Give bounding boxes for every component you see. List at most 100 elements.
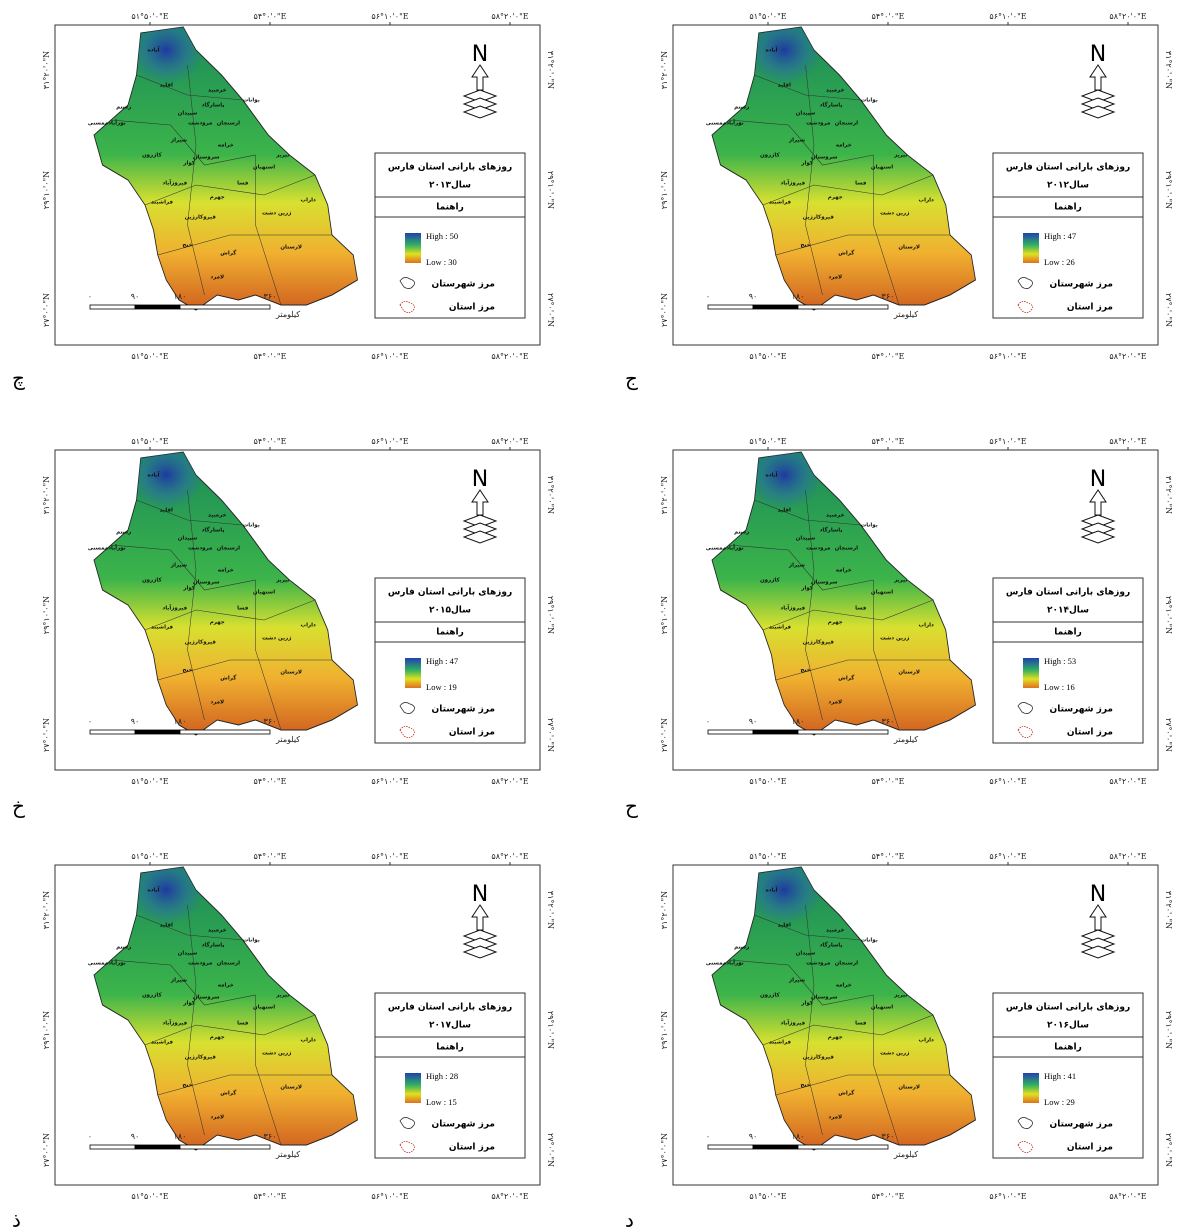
lat-label: ۳۱°۲۰'۰"N bbox=[42, 51, 51, 89]
county-label: نیریز bbox=[893, 993, 907, 999]
district-border bbox=[110, 119, 256, 166]
county-label: ارسنجان bbox=[835, 546, 859, 552]
lon-label: ۵۶°۱۰'۰"E bbox=[989, 352, 1026, 361]
district-border-label: مرز شهرستان bbox=[1050, 1120, 1113, 1130]
lon-label: ۵۱°۵۰'۰"E bbox=[131, 12, 168, 21]
scale-bar bbox=[89, 304, 136, 310]
county-label: فسا bbox=[855, 606, 867, 612]
lon-label: ۵۶°۱۰'۰"E bbox=[371, 352, 408, 361]
county-label: اقلید bbox=[160, 508, 173, 514]
legend-high: High : 47 bbox=[1044, 231, 1076, 241]
province-icon bbox=[1017, 301, 1033, 313]
district-border bbox=[754, 914, 861, 941]
district-border bbox=[255, 995, 282, 1146]
county-label: جهرم bbox=[210, 1035, 225, 1041]
county-label: سروستان bbox=[193, 155, 220, 161]
scale-label: ۰ bbox=[88, 292, 92, 301]
lat-label: ۳۱°۲۰'۰"N bbox=[660, 476, 669, 514]
county-label: اقلید bbox=[778, 923, 791, 929]
lon-label: ۵۶°۱۰'۰"E bbox=[371, 777, 408, 786]
county-label: خرمبید bbox=[826, 928, 844, 934]
district-border bbox=[144, 174, 316, 206]
county-label: آباده bbox=[765, 886, 777, 894]
county-label: لارستان bbox=[898, 670, 920, 676]
lon-label: ۵۸°۲۰'۰"E bbox=[1109, 437, 1146, 446]
county-label: پاسارگاد bbox=[202, 942, 225, 949]
county-label: داراب bbox=[301, 1038, 316, 1044]
scale-bar bbox=[752, 304, 799, 310]
county-label: خرمبید bbox=[208, 928, 226, 934]
scale-label: ۰ bbox=[88, 717, 92, 726]
county-label: رستم bbox=[734, 945, 749, 951]
county-label: نورآبادممسنی bbox=[88, 959, 126, 967]
legend-title: روزهای بارانی استان فارس bbox=[1006, 1003, 1130, 1013]
legend-low: Low : 26 bbox=[1044, 257, 1075, 267]
county-label: بوانات bbox=[861, 98, 878, 104]
scale-label: ۰ bbox=[706, 1132, 710, 1141]
county-label: اقلید bbox=[160, 83, 173, 89]
lon-label: ۵۸°۲۰'۰"E bbox=[491, 12, 528, 21]
scale-unit: کیلومتر bbox=[893, 310, 918, 319]
county-label: قیروکارزین bbox=[803, 214, 835, 221]
legend-year: سال۲۰۱۷ bbox=[429, 1021, 471, 1031]
lon-label: ۵۴°۰'۰"E bbox=[872, 1192, 905, 1201]
legend-ramp bbox=[405, 233, 421, 263]
county-label: کازرون bbox=[142, 992, 163, 999]
legend-title: روزهای بارانی استان فارس bbox=[388, 163, 512, 173]
map-panel: ۵۱°۵۰'۰"E ۵۱°۵۰'۰"E ۵۴°۰'۰"E ۵۴°۰'۰"E ۵۶°۱۰'… bbox=[660, 437, 1173, 786]
district-border bbox=[775, 234, 951, 256]
panel-letter: ح bbox=[625, 794, 638, 818]
scale-bar bbox=[707, 304, 754, 310]
county-label: خرامه bbox=[218, 143, 234, 149]
legend-low: Low : 30 bbox=[426, 257, 457, 267]
county-label: مرودشت bbox=[188, 546, 212, 552]
county-label: فیروزآباد bbox=[162, 1019, 187, 1027]
county-label: لارستان bbox=[898, 1085, 920, 1091]
blob bbox=[746, 867, 823, 925]
province-map bbox=[711, 866, 976, 1151]
county-label: فیروزآباد bbox=[780, 1019, 805, 1027]
county-label: نیریز bbox=[893, 153, 907, 159]
legend-box bbox=[992, 577, 1144, 744]
province-map bbox=[711, 451, 976, 736]
scale-label: ۹۰ bbox=[131, 292, 140, 301]
province-icon bbox=[399, 1141, 415, 1153]
county-label: مرودشت bbox=[806, 546, 830, 552]
lat-label: ۲۹°۱۰'۰"N bbox=[546, 596, 555, 634]
panel-letter: چ bbox=[12, 366, 25, 390]
county-label: داراب bbox=[919, 198, 934, 204]
county-label: خرمبید bbox=[208, 88, 226, 94]
scale-bar bbox=[89, 729, 136, 735]
county-label: کوار bbox=[182, 585, 195, 592]
district-border bbox=[805, 904, 823, 1136]
province-border-label: مرز استان bbox=[449, 1143, 495, 1153]
county-label: شیراز bbox=[170, 138, 187, 144]
scale-bar bbox=[707, 1144, 754, 1150]
county-label: مرودشت bbox=[188, 121, 212, 127]
lon-label: ۵۴°۰'۰"E bbox=[872, 852, 905, 861]
lon-label: ۵۴°۰'۰"E bbox=[872, 12, 905, 21]
scale-bar bbox=[89, 1144, 136, 1150]
county-label: ارسنجان bbox=[217, 121, 241, 127]
county-label: سپیدان bbox=[178, 536, 198, 542]
county-label: خنج bbox=[800, 243, 810, 249]
district-border bbox=[805, 64, 823, 296]
lon-label: ۵۱°۵۰'۰"E bbox=[749, 852, 786, 861]
map-panel: ۵۱°۵۰'۰"E ۵۱°۵۰'۰"E ۵۴°۰'۰"E ۵۴°۰'۰"E ۵۶°۱۰'… bbox=[660, 12, 1173, 361]
lat-label: ۳۱°۲۰'۰"N bbox=[546, 891, 555, 929]
lon-label: ۵۴°۰'۰"E bbox=[254, 852, 287, 861]
county-label: لامرد bbox=[828, 1115, 842, 1121]
district-border bbox=[728, 544, 874, 591]
county-label: خرمبید bbox=[826, 513, 844, 519]
lon-label: ۵۴°۰'۰"E bbox=[872, 777, 905, 786]
county-label: جهرم bbox=[828, 195, 843, 201]
province-fill bbox=[711, 26, 976, 311]
north-label: N bbox=[1090, 882, 1106, 907]
county-label: سروستان bbox=[193, 995, 220, 1001]
county-label: خرامه bbox=[218, 568, 234, 574]
district-border bbox=[255, 155, 282, 306]
county-label: گراش bbox=[220, 1090, 237, 1097]
lat-label: ۲۹°۱۰'۰"N bbox=[42, 171, 51, 209]
lon-label: ۵۴°۰'۰"E bbox=[254, 437, 287, 446]
county-label: کوار bbox=[182, 160, 195, 167]
